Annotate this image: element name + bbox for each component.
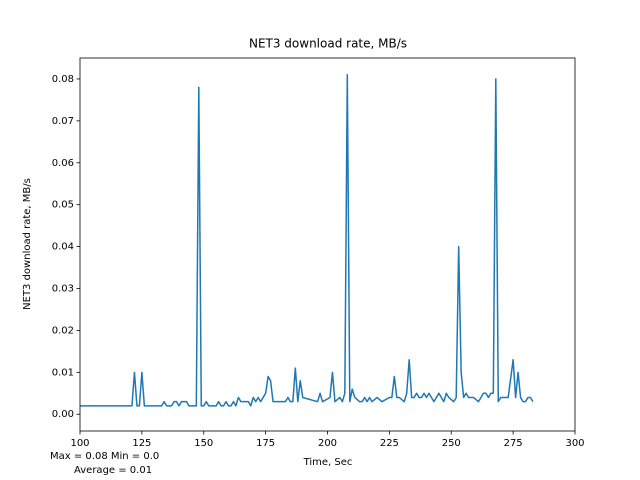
x-tick-label: 200: [318, 438, 337, 449]
x-tick-label: 125: [132, 438, 151, 449]
y-tick-label: 0.03: [52, 284, 74, 295]
y-axis-label: NET3 download rate, MB/s: [22, 178, 33, 310]
y-tick-label: 0.04: [52, 242, 74, 253]
y-tick-label: 0.00: [52, 409, 74, 420]
y-tick-label: 0.07: [52, 116, 74, 127]
chart-title: NET3 download rate, MB/s: [249, 37, 407, 51]
x-tick-label: 225: [380, 438, 399, 449]
y-tick-label: 0.06: [52, 158, 74, 169]
x-tick-label: 250: [442, 438, 461, 449]
annotation: Max = 0.08 Min = 0.0: [50, 451, 159, 462]
x-tick-label: 275: [504, 438, 523, 449]
data-line: [80, 74, 534, 407]
x-tick-label: 300: [565, 438, 584, 449]
y-tick-label: 0.08: [52, 74, 74, 85]
y-tick-label: 0.01: [52, 367, 74, 378]
y-tick-label: 0.02: [52, 325, 74, 336]
x-tick-label: 100: [70, 438, 89, 449]
plot-frame: [79, 57, 576, 432]
x-tick-label: 150: [194, 438, 213, 449]
annotation: Average = 0.01: [74, 465, 152, 476]
y-tick-label: 0.05: [52, 200, 74, 211]
x-tick-label: 175: [256, 438, 275, 449]
x-axis-label: Time, Sec: [303, 457, 353, 468]
